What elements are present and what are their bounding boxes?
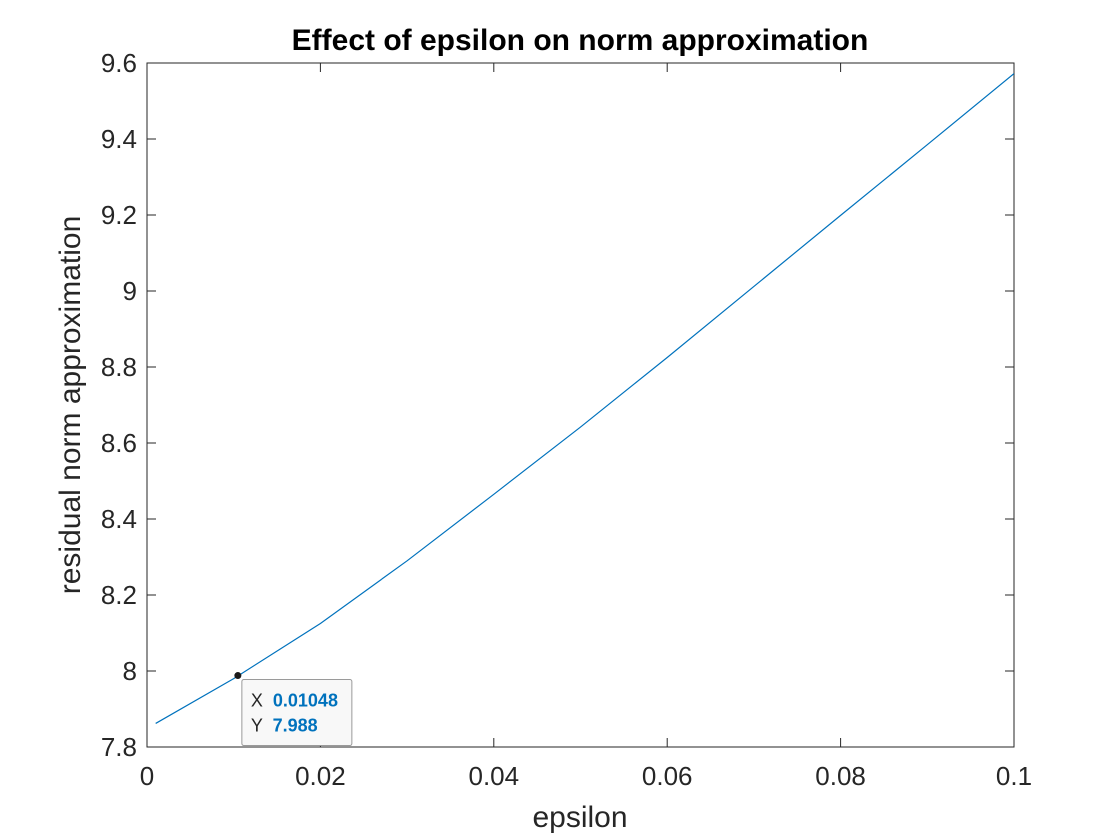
x-axis: 0 0.02 0.04 0.06 0.08 0.1 — [140, 63, 1032, 791]
y-tick-label: 9.4 — [101, 124, 137, 154]
y-axis: 7.8 8 8.2 8.4 8.6 8.8 9 9.2 9.4 9.6 — [101, 48, 1014, 762]
datatip-y-prefix: Y — [251, 716, 263, 736]
datatip-x-text: X 0.01048 — [251, 691, 338, 711]
y-tick-label: 8.2 — [101, 580, 137, 610]
series-line — [155, 73, 1014, 724]
chart-title: Effect of epsilon on norm approximation — [292, 24, 869, 57]
x-tick-label: 0.02 — [295, 761, 346, 791]
y-tick-label: 9.6 — [101, 48, 137, 78]
datatip-y-text: Y 7.988 — [251, 716, 318, 736]
datatip-marker[interactable] — [234, 672, 242, 680]
y-axis-label: residual norm approximation — [54, 216, 87, 595]
datatip-x-value: 0.01048 — [273, 691, 338, 711]
x-axis-label: epsilon — [532, 801, 627, 834]
x-tick-label: 0.04 — [468, 761, 519, 791]
y-tick-label: 7.8 — [101, 732, 137, 762]
x-tick-label: 0.06 — [642, 761, 693, 791]
y-tick-label: 8.8 — [101, 352, 137, 382]
y-tick-label: 8.4 — [101, 504, 137, 534]
y-tick-label: 9 — [123, 276, 137, 306]
y-tick-label: 9.2 — [101, 200, 137, 230]
x-tick-label: 0.08 — [815, 761, 866, 791]
x-tick-label: 0 — [140, 761, 154, 791]
y-tick-label: 8 — [123, 656, 137, 686]
x-tick-label: 0.1 — [996, 761, 1032, 791]
datatip-box — [241, 679, 353, 747]
plot-frame — [146, 62, 1015, 748]
datatip-x-prefix: X — [251, 691, 263, 711]
datatip-y-value: 7.988 — [273, 716, 318, 736]
y-tick-label: 8.6 — [101, 428, 137, 458]
